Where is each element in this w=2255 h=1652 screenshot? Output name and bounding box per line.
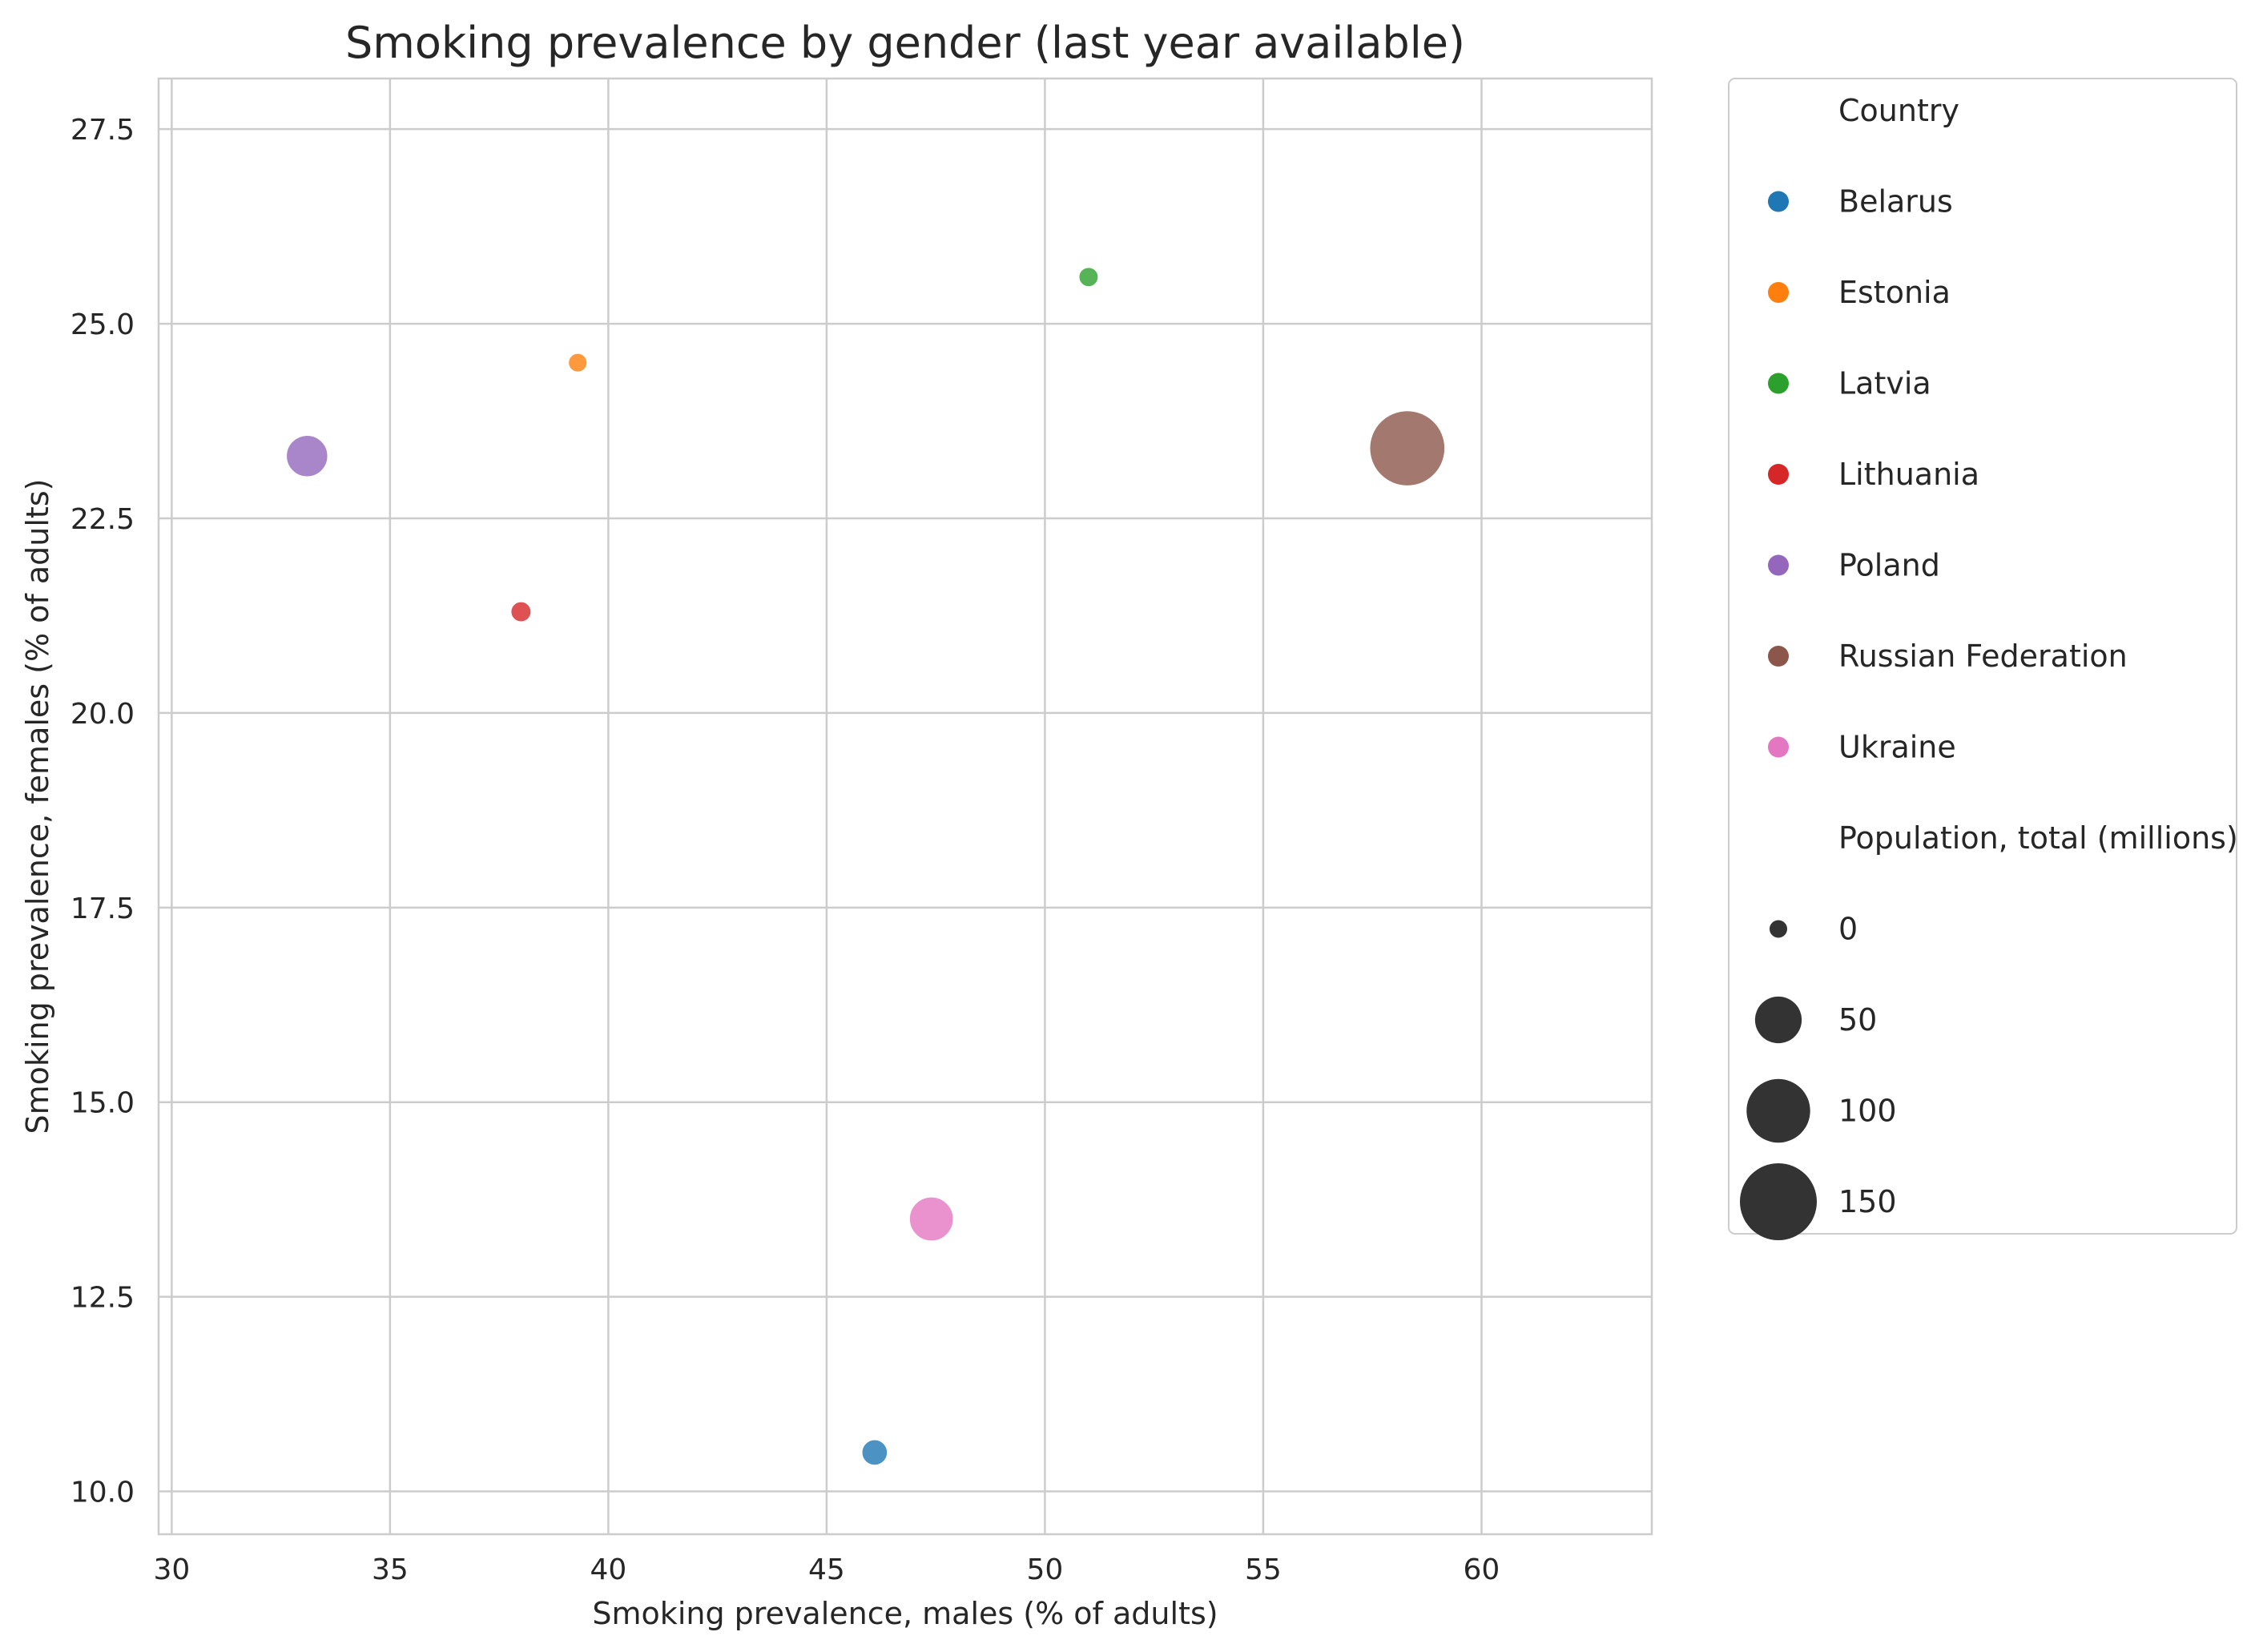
- legend-label: Latvia: [1838, 366, 1931, 401]
- x-tick-label: 45: [808, 1553, 845, 1586]
- legend-size-items: 0 50 100 150: [1740, 912, 1897, 1240]
- legend-marker-latvia: [1768, 373, 1789, 394]
- data-point-estonia: [567, 353, 588, 373]
- legend-label: Poland: [1838, 548, 1940, 583]
- legend-size-marker: [1740, 1163, 1817, 1240]
- y-tick-label: 12.5: [70, 1282, 135, 1315]
- legend-marker-estonia: [1768, 282, 1789, 303]
- plot-frame: [157, 77, 1653, 1536]
- y-tick-label: 27.5: [70, 114, 135, 147]
- data-point-russian-federation: [1368, 409, 1446, 487]
- legend-marker-russian-federation: [1768, 646, 1789, 667]
- data-point-latvia: [1077, 266, 1099, 288]
- data-point-ukraine: [908, 1196, 955, 1242]
- legend-label: Ukraine: [1838, 730, 1956, 765]
- y-tick-label: 15.0: [70, 1087, 135, 1120]
- legend: Country Belarus Estonia Latvia Lithuania Pol…: [1728, 78, 2238, 1240]
- grid-lines: [159, 79, 1652, 1534]
- legend-size-marker: [1746, 1078, 1810, 1143]
- legend-size-label: 50: [1838, 1002, 1877, 1038]
- legend-size-marker: [1754, 996, 1802, 1044]
- legend-country-items: Belarus Estonia Latvia Lithuania Poland Russi…: [1768, 184, 2128, 765]
- x-axis-label: Smoking prevalence, males (% of adults): [592, 1596, 1218, 1631]
- x-tick-label: 30: [153, 1553, 190, 1586]
- legend-label: Russian Federation: [1838, 639, 2128, 674]
- y-axis-ticks: 10.0 12.5 15.0 17.5 20.0 22.5 25.0 27.5: [70, 114, 135, 1509]
- legend-marker-belarus: [1768, 191, 1789, 212]
- legend-title-population: Population, total (millions): [1838, 820, 2238, 856]
- legend-title-country: Country: [1838, 93, 1959, 128]
- legend-marker-ukraine: [1768, 736, 1789, 758]
- y-tick-label: 10.0: [70, 1477, 135, 1509]
- legend-marker-poland: [1768, 554, 1789, 576]
- data-point-belarus: [861, 1439, 888, 1466]
- x-tick-label: 35: [372, 1553, 409, 1586]
- x-tick-label: 50: [1027, 1553, 1064, 1586]
- legend-size-label: 100: [1838, 1094, 1897, 1129]
- y-tick-label: 17.5: [70, 892, 135, 925]
- x-tick-label: 40: [590, 1553, 626, 1586]
- data-point-lithuania: [509, 601, 532, 623]
- legend-size-label: 0: [1838, 912, 1858, 947]
- y-axis-label: Smoking prevalence, females (% of adults…: [20, 479, 55, 1134]
- legend-size-label: 150: [1838, 1184, 1897, 1219]
- y-tick-label: 25.0: [70, 308, 135, 341]
- legend-label: Lithuania: [1838, 457, 1979, 492]
- legend-label: Belarus: [1838, 184, 1953, 220]
- y-tick-label: 20.0: [70, 698, 135, 731]
- legend-size-marker: [1770, 920, 1787, 938]
- x-tick-label: 55: [1245, 1553, 1282, 1586]
- legend-label: Estonia: [1838, 275, 1951, 310]
- legend-box: [1728, 78, 2237, 1235]
- x-tick-label: 60: [1464, 1553, 1500, 1586]
- data-points: [285, 266, 1446, 1466]
- chart-title: Smoking prevalence by gender (last year …: [345, 18, 1465, 68]
- legend-marker-lithuania: [1768, 464, 1789, 485]
- x-axis-ticks: 30 35 40 45 50 55 60: [153, 1553, 1500, 1586]
- data-point-poland: [285, 434, 329, 477]
- y-tick-label: 22.5: [70, 503, 135, 536]
